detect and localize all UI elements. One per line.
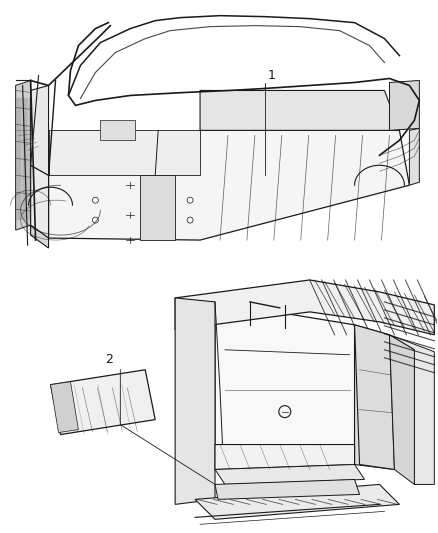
- Polygon shape: [16, 80, 31, 230]
- Polygon shape: [215, 445, 355, 470]
- Polygon shape: [215, 464, 364, 484]
- Polygon shape: [175, 280, 434, 335]
- Polygon shape: [389, 80, 419, 131]
- Polygon shape: [389, 335, 434, 484]
- Polygon shape: [355, 325, 395, 470]
- Polygon shape: [31, 165, 49, 238]
- Text: 1: 1: [268, 69, 276, 82]
- Polygon shape: [50, 382, 78, 433]
- Polygon shape: [215, 302, 355, 470]
- Polygon shape: [50, 370, 155, 434]
- Polygon shape: [49, 131, 410, 240]
- Polygon shape: [49, 131, 200, 175]
- Text: 2: 2: [106, 353, 113, 366]
- Polygon shape: [195, 484, 399, 519]
- Polygon shape: [389, 335, 414, 484]
- Polygon shape: [175, 298, 215, 504]
- Polygon shape: [410, 128, 419, 185]
- Polygon shape: [215, 480, 360, 499]
- Polygon shape: [31, 85, 49, 175]
- Polygon shape: [100, 120, 135, 140]
- Polygon shape: [200, 91, 399, 131]
- Polygon shape: [355, 325, 395, 470]
- Polygon shape: [140, 175, 175, 240]
- Polygon shape: [31, 225, 49, 248]
